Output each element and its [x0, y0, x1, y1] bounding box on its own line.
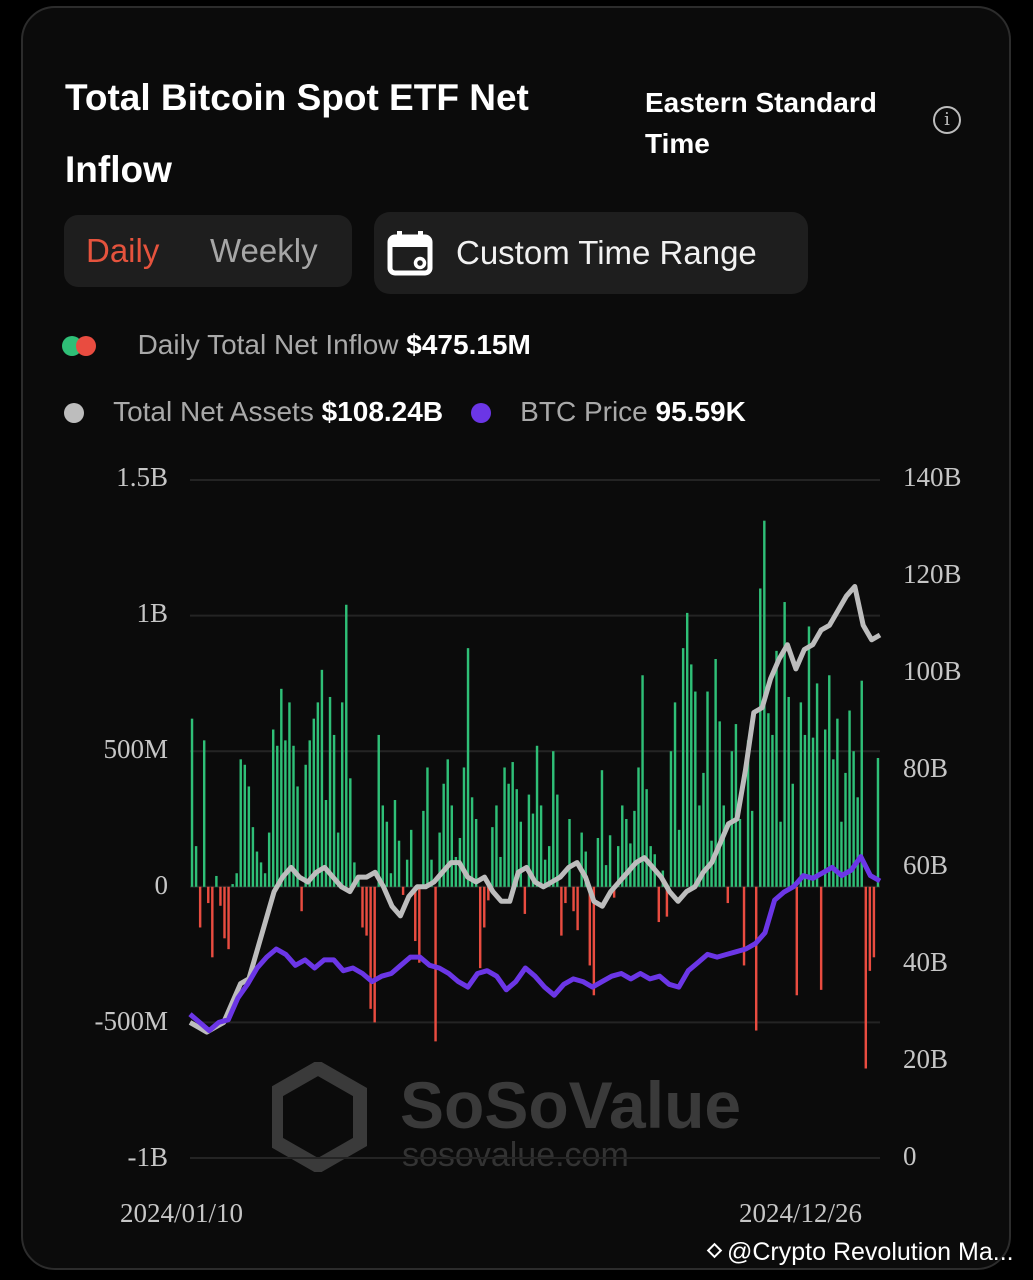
right-axis-tick: 80B	[903, 753, 949, 783]
inflow-value: $475.15M	[406, 329, 531, 360]
left-axis-tick: -500M	[94, 1006, 169, 1036]
right-axis-tick: 140B	[903, 462, 962, 492]
left-axis-tick: -1B	[127, 1142, 169, 1172]
right-axis-tick: 40B	[903, 947, 949, 977]
inflow-label: Daily Total Net Inflow	[137, 329, 399, 360]
sosovalue-watermark: SoSoValue sosovalue.com	[272, 1062, 741, 1172]
price-dot-icon	[470, 403, 491, 423]
x-axis-end: 2024/12/26	[739, 1198, 863, 1228]
inflow-dual-dot-icon	[62, 336, 102, 356]
x-axis-start: 2024/01/10	[120, 1198, 244, 1228]
right-axis-tick: 100B	[903, 656, 962, 686]
left-axis-tick: 1B	[136, 598, 168, 628]
right-axis-tick: 20B	[903, 1044, 949, 1074]
right-axis-tick: 0	[903, 1141, 917, 1171]
price-value: 95.59K	[655, 396, 746, 427]
left-axis-tick: 500M	[103, 734, 168, 764]
left-axis-tick: 0	[154, 870, 169, 900]
assets-dot-icon	[64, 403, 84, 423]
svg-text:sosovalue.com: sosovalue.com	[402, 1136, 629, 1172]
period-toggle: Daily Weekly	[64, 215, 352, 287]
timezone-label: Eastern Standard Time	[645, 87, 877, 159]
legend-assets-price: Total Net Assets $108.24B BTC Price 95.5…	[64, 392, 746, 432]
assets-value: $108.24B	[321, 396, 444, 427]
binance-diamond-icon	[703, 1239, 727, 1263]
credit-label: @Crypto Revolution Ma...	[703, 1238, 1014, 1267]
price-label: BTC Price	[520, 396, 648, 427]
custom-time-range-label: Custom Time Range	[456, 234, 757, 271]
legend-inflow: Daily Total Net Inflow $475.15M	[62, 325, 531, 365]
info-circle-icon[interactable]: i	[933, 106, 961, 134]
tab-weekly[interactable]: Weekly	[210, 232, 318, 269]
tab-daily[interactable]: Daily	[86, 232, 160, 269]
right-axis-tick: 60B	[903, 850, 949, 880]
calendar-icon	[387, 231, 433, 276]
page-title: Total Bitcoin Spot ETF Net Inflow	[65, 77, 529, 190]
right-axis-tick: 120B	[903, 559, 962, 589]
left-axis-tick: 1.5B	[116, 462, 168, 492]
custom-time-range-button[interactable]: Custom Time Range	[374, 212, 808, 294]
svg-text:SoSoValue: SoSoValue	[400, 1068, 741, 1142]
assets-label: Total Net Assets	[113, 396, 314, 427]
